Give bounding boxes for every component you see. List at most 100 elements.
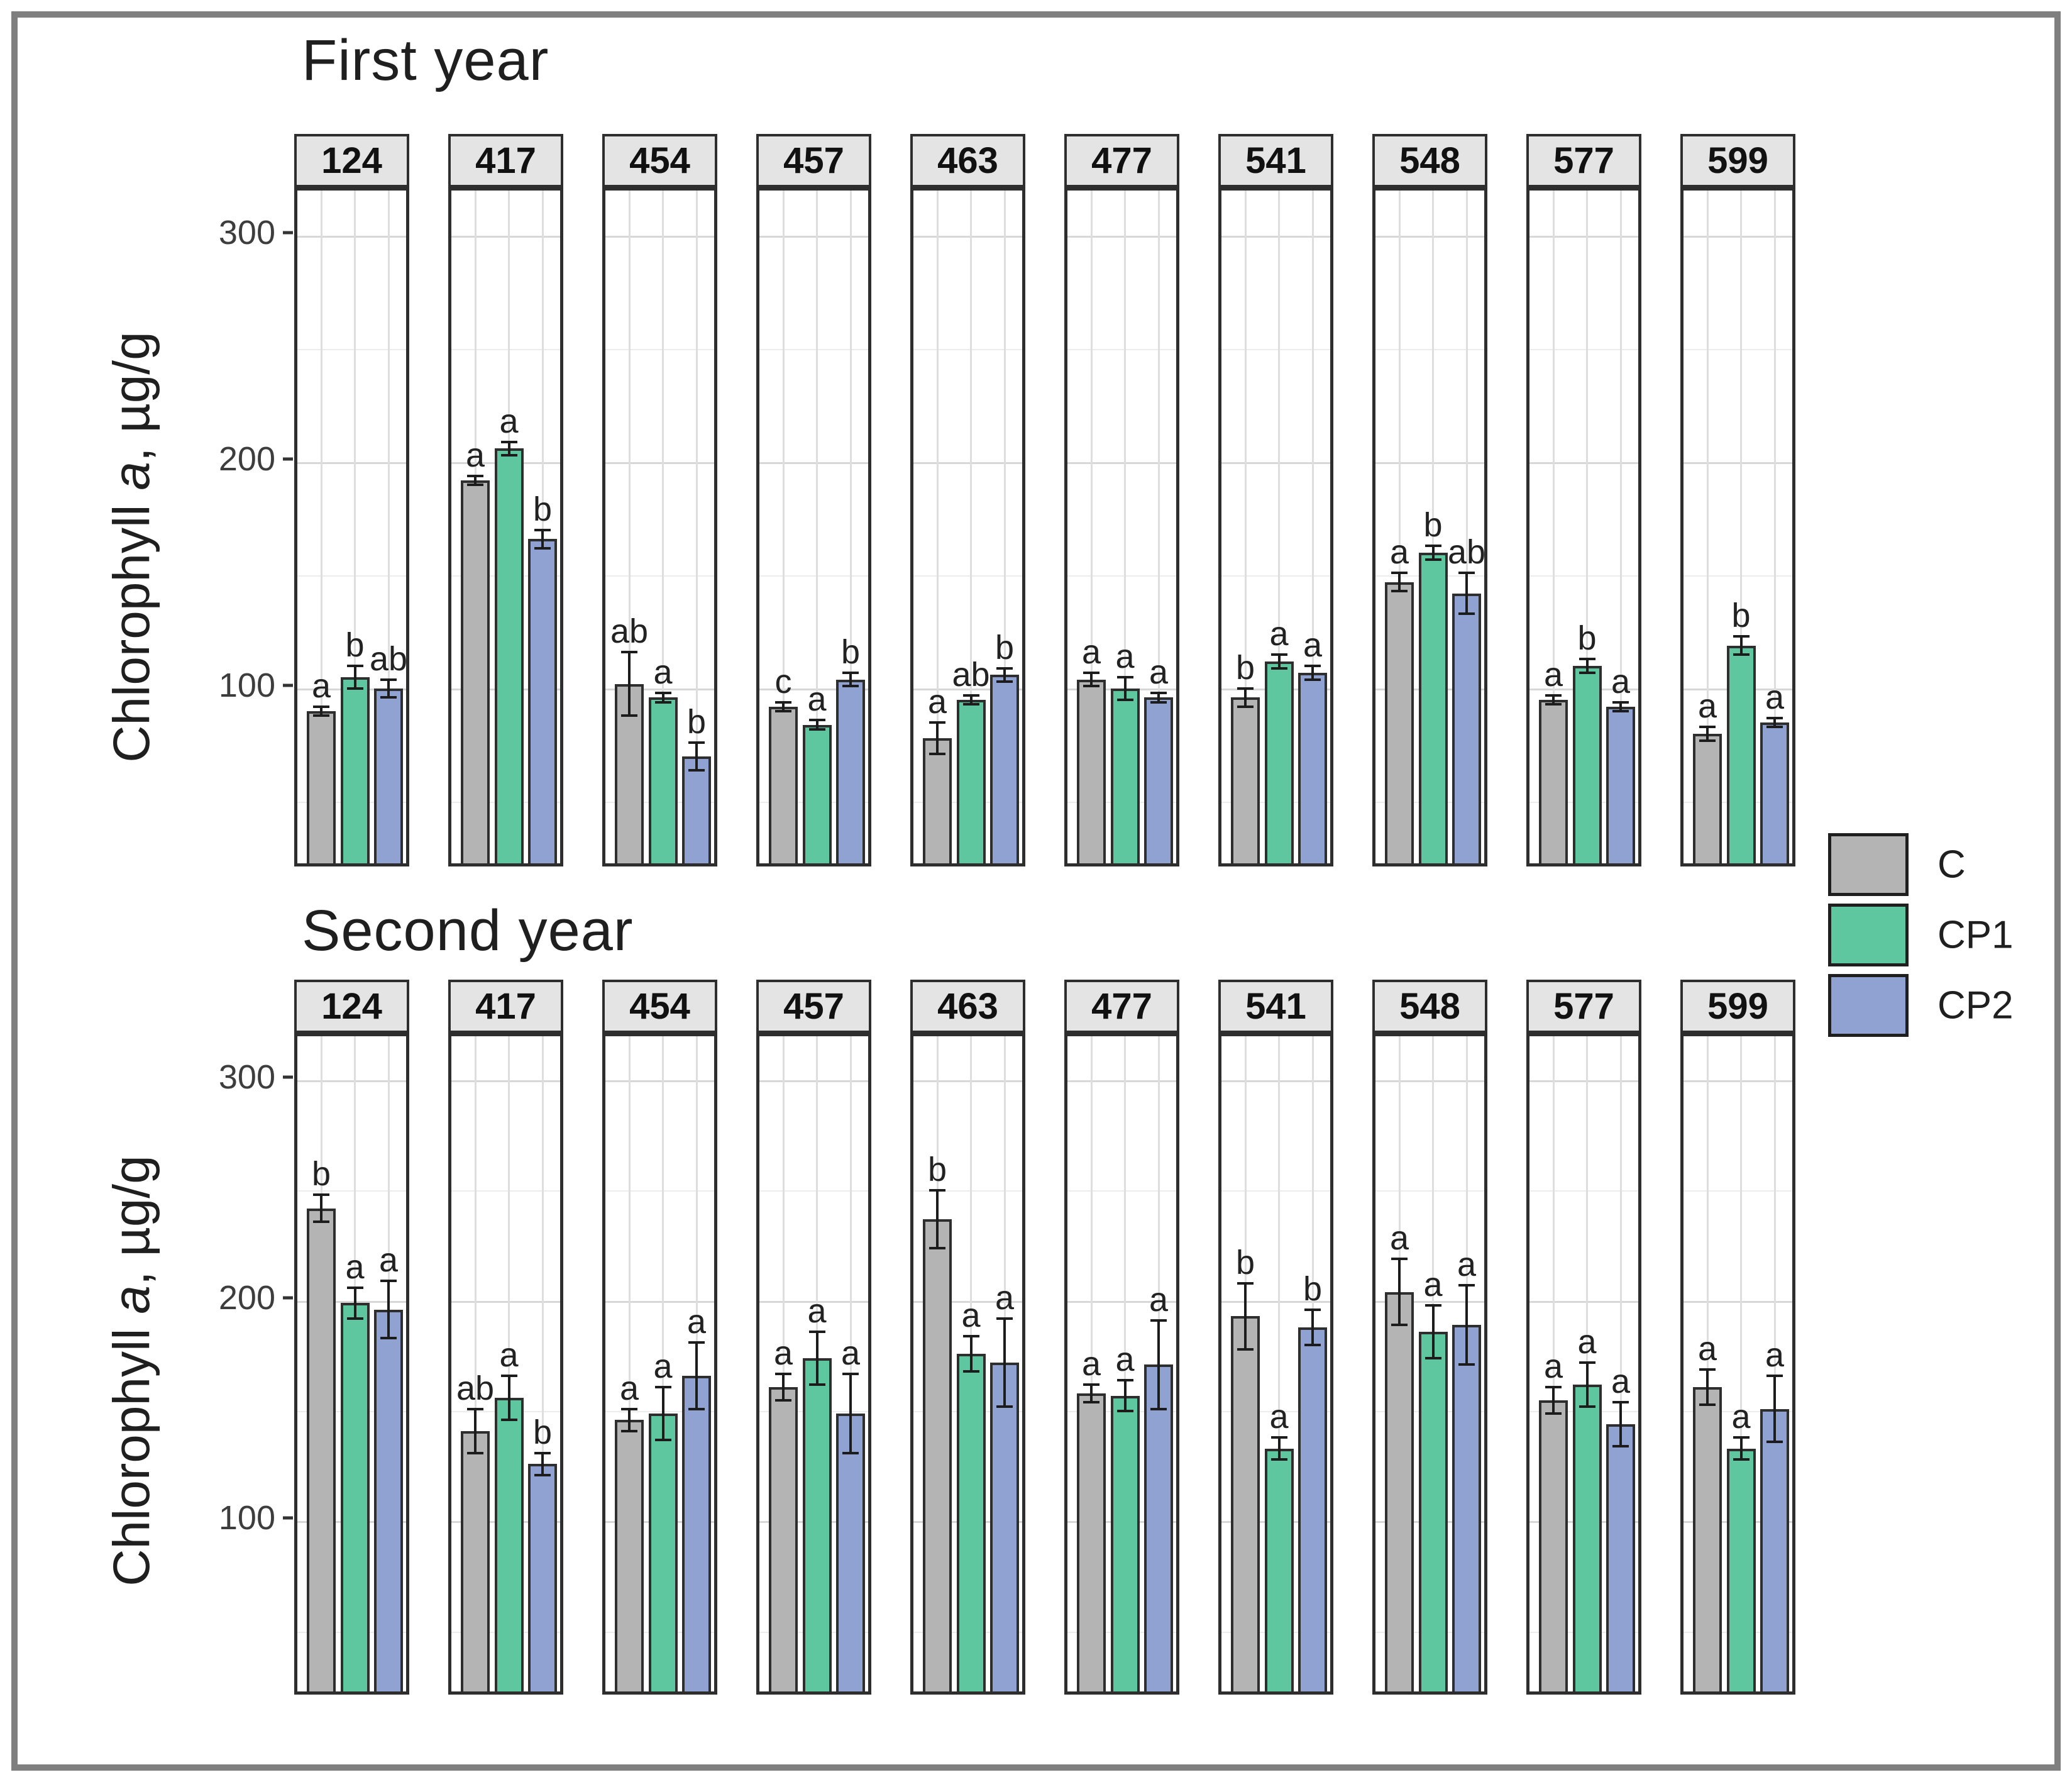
error-bar-cap [842, 671, 859, 674]
error-bar-cap [467, 474, 483, 477]
bar-c [1385, 1292, 1414, 1691]
error-bar [1123, 1380, 1127, 1412]
error-bar-cap [775, 1372, 791, 1375]
bar-cp1 [1264, 1448, 1294, 1691]
y-axis-label-units: , µg/g [103, 1155, 160, 1286]
error-bar-cap [1150, 1319, 1167, 1322]
gridline-horizontal [1221, 462, 1330, 464]
error-bar [1311, 666, 1314, 680]
gridline-vertical [320, 191, 322, 863]
error-bar [1552, 695, 1555, 705]
error-bar-cap [962, 694, 979, 697]
y-axis-label-italic-a: a [103, 1285, 160, 1314]
gridline-horizontal [1684, 236, 1792, 238]
error-bar-cap [1766, 726, 1783, 729]
error-bar-cap [313, 1193, 329, 1197]
error-bar-cap [534, 546, 551, 550]
error-bar [1277, 1437, 1281, 1460]
facet-label: 577 [1553, 140, 1614, 181]
y-axis-label-text: Chlorophyll [103, 490, 160, 763]
gridline-vertical [782, 1036, 785, 1691]
gridline-vertical [849, 191, 852, 863]
error-bar [1003, 1318, 1006, 1407]
significance-letter: b [532, 1413, 553, 1451]
bar-cp2 [1760, 722, 1789, 863]
significance-letter: a [686, 1303, 707, 1341]
gridline-vertical [387, 191, 390, 863]
error-bar-cap [1699, 726, 1716, 729]
y-axis-label: Chlorophyll a, µg/g [102, 331, 162, 762]
significance-letter: a [1269, 615, 1289, 653]
bar-cp1 [1418, 553, 1448, 863]
error-bar [628, 652, 631, 716]
gridline-vertical [662, 191, 664, 863]
error-bar [1244, 689, 1247, 707]
error-bar-cap [346, 687, 363, 690]
gridline-vertical [1706, 1036, 1709, 1691]
significance-letter: b [840, 633, 861, 671]
bar-c [1231, 697, 1260, 863]
error-bar-cap [1270, 653, 1287, 656]
error-bar-cap [808, 728, 825, 731]
facet-panel: b a b [1218, 1033, 1333, 1695]
significance-letter: a [499, 402, 519, 440]
error-bar [1552, 1386, 1555, 1414]
gridline-horizontal [1684, 575, 1792, 577]
error-bar-cap [1458, 1363, 1475, 1366]
error-bar-cap [1579, 658, 1595, 661]
error-bar [1157, 1320, 1160, 1409]
significance-letter: a [1577, 1322, 1597, 1361]
gridline-horizontal [297, 575, 406, 577]
significance-letter: a [773, 1334, 793, 1372]
error-bar-cap [1733, 635, 1750, 638]
gridline-vertical [1619, 191, 1622, 863]
error-bar-cap [1425, 1303, 1441, 1307]
error-bar-cap [1458, 612, 1475, 616]
gridline-horizontal [1067, 462, 1176, 464]
error-bar-cap [688, 741, 705, 744]
error-bar-cap [1545, 694, 1562, 697]
facet-label: 541 [1245, 986, 1306, 1027]
significance-letter: a [1765, 1336, 1785, 1375]
legend-label-c: C [1937, 843, 1966, 887]
significance-letter: b [532, 490, 553, 528]
significance-letter: a [995, 1278, 1015, 1317]
gridline-horizontal [1375, 1080, 1484, 1083]
error-bar [661, 693, 664, 702]
significance-letter: b [1303, 1270, 1323, 1308]
bar-cp2 [682, 756, 711, 863]
facet-label: 541 [1245, 140, 1306, 181]
gridline-horizontal [451, 236, 560, 238]
bar-cp1 [648, 1413, 678, 1691]
facet-strip: 477 [1064, 980, 1179, 1033]
facet-label: 477 [1091, 986, 1152, 1027]
significance-letter: a [1765, 678, 1785, 716]
gridline-horizontal [1375, 462, 1484, 464]
gridline-horizontal [1684, 1190, 1792, 1192]
error-bar-cap [1116, 1379, 1133, 1382]
error-bar-cap [1545, 1412, 1562, 1415]
gridline-horizontal [1684, 1300, 1792, 1303]
bar-cp2 [1298, 1327, 1327, 1691]
gridline-horizontal [605, 462, 714, 464]
bar-cp1 [648, 697, 678, 863]
error-bar-cap [688, 1341, 705, 1344]
bar-cp1 [1572, 666, 1602, 863]
bar-cp2 [1144, 697, 1173, 863]
gridline-vertical [1398, 191, 1401, 863]
error-bar [815, 1331, 818, 1385]
error-bar-cap [1116, 1410, 1133, 1413]
facet-strip: 417 [448, 980, 563, 1033]
significance-letter: a [1543, 1347, 1563, 1385]
bar-cp1 [1572, 1385, 1602, 1691]
error-bar-cap [1579, 1405, 1595, 1408]
gridline-vertical [1278, 191, 1280, 863]
error-bar-cap [775, 1398, 791, 1402]
gridline-horizontal [1221, 1080, 1330, 1083]
bar-cp1 [1726, 645, 1756, 863]
bar-cp1 [1110, 1395, 1140, 1691]
gridline-horizontal [1529, 236, 1638, 238]
